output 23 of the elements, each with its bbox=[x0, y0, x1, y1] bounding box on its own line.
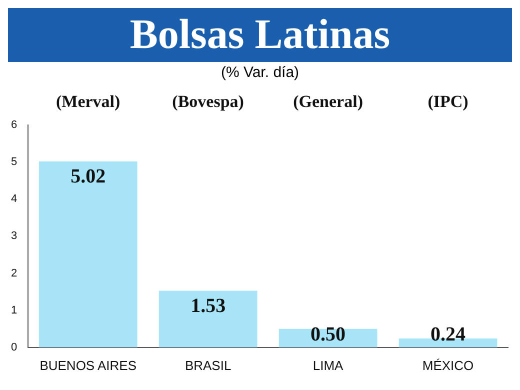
y-tick-label: 0 bbox=[10, 341, 18, 354]
y-tick-label: 5 bbox=[10, 156, 18, 168]
y-tick-label: 3 bbox=[10, 230, 18, 242]
text: (Bovespa) bbox=[172, 92, 244, 111]
bar bbox=[158, 290, 258, 348]
text: (IPC) bbox=[428, 92, 468, 111]
data-label: 1.53 bbox=[190, 294, 226, 317]
x-tick-label: BUENOS AIRES bbox=[40, 358, 137, 373]
data-label: 0.24 bbox=[430, 324, 466, 346]
chart-subtitle: (% Var. día) bbox=[220, 64, 300, 81]
chart-title: Bolsas Latinas bbox=[8, 8, 512, 62]
data-label: 0.50 bbox=[310, 324, 346, 346]
x-tick-label: LIMA bbox=[312, 358, 344, 373]
y-tick-label: 1 bbox=[10, 304, 18, 316]
y-tick-label: 6 bbox=[10, 119, 18, 132]
y-tick-label: 4 bbox=[10, 193, 18, 206]
bar bbox=[38, 161, 138, 348]
x-tick-label: BRASIL bbox=[184, 358, 232, 373]
y-tick-label: 2 bbox=[10, 267, 18, 280]
text: (Merval) bbox=[56, 92, 120, 111]
x-tick-label: MÉXICO bbox=[422, 358, 474, 373]
data-label: 5.02 bbox=[70, 165, 106, 188]
text: (General) bbox=[293, 92, 363, 111]
